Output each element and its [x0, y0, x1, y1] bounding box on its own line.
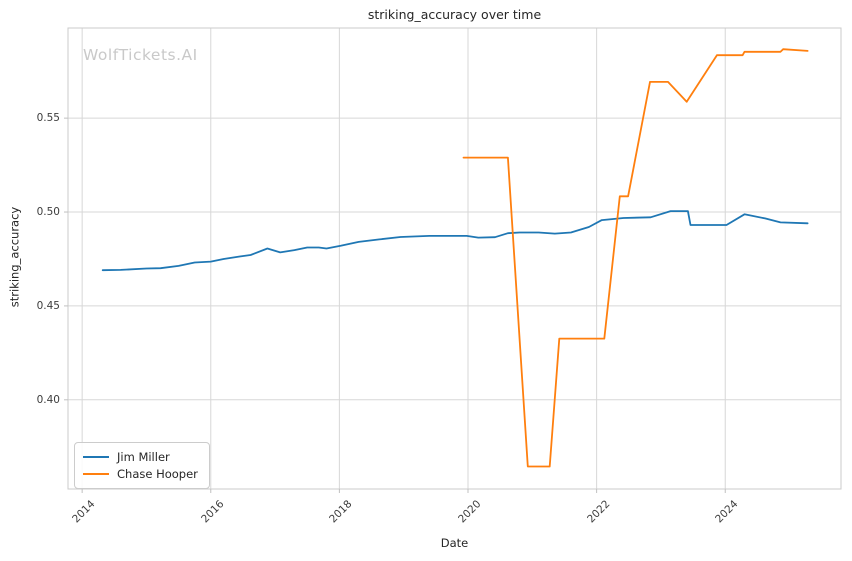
legend-label: Chase Hooper [117, 467, 198, 481]
legend-label: Jim Miller [117, 450, 170, 464]
watermark: WolfTickets.AI [83, 46, 198, 64]
legend-item-chase-hooper: Chase Hooper [83, 466, 198, 482]
legend: Jim Miller Chase Hooper [74, 442, 210, 489]
line-chase-hooper [462, 48, 809, 468]
legend-line-swatch-blue [83, 456, 109, 458]
line-jim-miller [101, 210, 809, 272]
chart-title: striking_accuracy over time [367, 7, 542, 22]
y-tick-label: 0.50 [36, 206, 60, 219]
legend-line-swatch-orange [83, 473, 109, 475]
x-axis-label: Date [440, 536, 469, 550]
y-tick-label: 0.40 [36, 393, 60, 406]
y-tick-label: 0.45 [36, 299, 60, 312]
legend-item-jim-miller: Jim Miller [83, 449, 198, 465]
y-tick-label: 0.55 [36, 112, 60, 125]
